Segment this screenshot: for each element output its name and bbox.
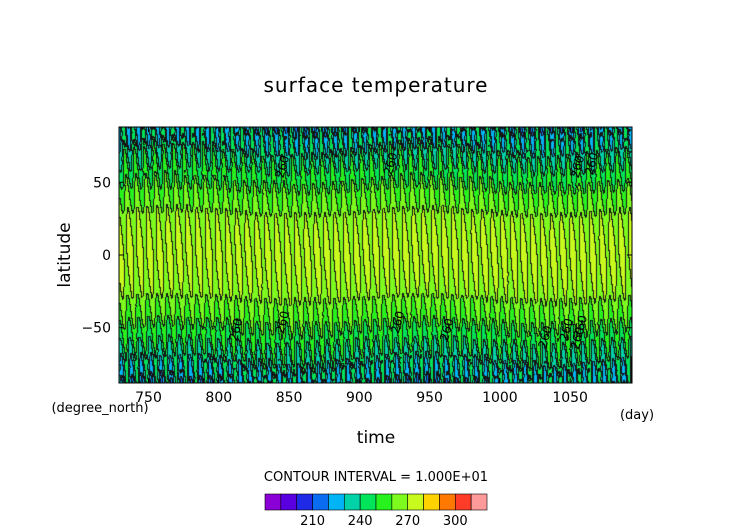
contour-label: 260 bbox=[388, 309, 407, 335]
colorbar-swatch bbox=[296, 493, 313, 511]
contour-label: 260 bbox=[226, 317, 245, 343]
colorbar-tick-label: 300 bbox=[443, 514, 468, 529]
colorbar-swatch bbox=[264, 493, 282, 511]
colorbar-swatch bbox=[280, 493, 298, 511]
contour-label: 260 bbox=[381, 151, 400, 177]
x-tick-label: 1050 bbox=[552, 390, 588, 406]
x-tick-label: 850 bbox=[276, 390, 303, 406]
contour-label: 260 bbox=[273, 309, 292, 335]
colorbar-swatch bbox=[328, 493, 345, 511]
colorbar-swatch bbox=[359, 493, 377, 511]
colorbar-swatch bbox=[375, 493, 393, 511]
colorbar-tick-label: 210 bbox=[300, 514, 325, 529]
colorbar-swatch bbox=[470, 493, 488, 511]
colorbar-tick-label: 240 bbox=[348, 514, 373, 529]
y-axis: −50 0 50 bbox=[81, 175, 632, 337]
colorbar: 210 240 270 300 bbox=[264, 493, 488, 529]
colorbar-swatch bbox=[407, 493, 424, 511]
contour-field bbox=[119, 127, 632, 383]
contour-label: 260 bbox=[437, 317, 456, 343]
y-tick-label: 50 bbox=[93, 175, 111, 191]
x-tick-label: 900 bbox=[346, 390, 373, 406]
x-tick-label: 800 bbox=[205, 390, 232, 406]
x-axis-units: (day) bbox=[620, 408, 654, 423]
x-tick-label: 750 bbox=[135, 390, 162, 406]
y-axis-label: latitude bbox=[55, 222, 75, 287]
y-axis-units: (degree_north) bbox=[51, 401, 148, 416]
x-axis: 750 800 850 900 950 1000 1050 bbox=[135, 127, 588, 406]
contour-label: 260 bbox=[557, 317, 576, 343]
colorbar-swatch bbox=[391, 493, 409, 511]
contour-label: 260 bbox=[568, 325, 587, 351]
contour-label: 260 bbox=[568, 154, 587, 180]
x-tick-label: 950 bbox=[416, 390, 443, 406]
plot-area bbox=[119, 127, 632, 383]
contour-label: 260 bbox=[273, 154, 292, 180]
y-tick-label: 0 bbox=[102, 248, 111, 264]
colorbar-swatch bbox=[423, 493, 440, 511]
colorbar-swatch bbox=[343, 493, 361, 511]
chart-title: surface temperature bbox=[264, 73, 489, 97]
x-axis-label: time bbox=[357, 428, 395, 448]
colorbar-swatch bbox=[454, 493, 472, 511]
contour-label: 260 bbox=[535, 324, 554, 350]
y-tick-label: −50 bbox=[81, 321, 111, 337]
x-tick-label: 1000 bbox=[482, 390, 518, 406]
contour-label: 260 bbox=[571, 314, 590, 340]
contour-interval-label: CONTOUR INTERVAL = 1.000E+01 bbox=[264, 470, 488, 485]
contour-label: 260 bbox=[582, 151, 601, 177]
colorbar-swatch bbox=[439, 493, 456, 511]
colorbar-swatch bbox=[312, 493, 329, 511]
colorbar-tick-label: 270 bbox=[395, 514, 420, 529]
